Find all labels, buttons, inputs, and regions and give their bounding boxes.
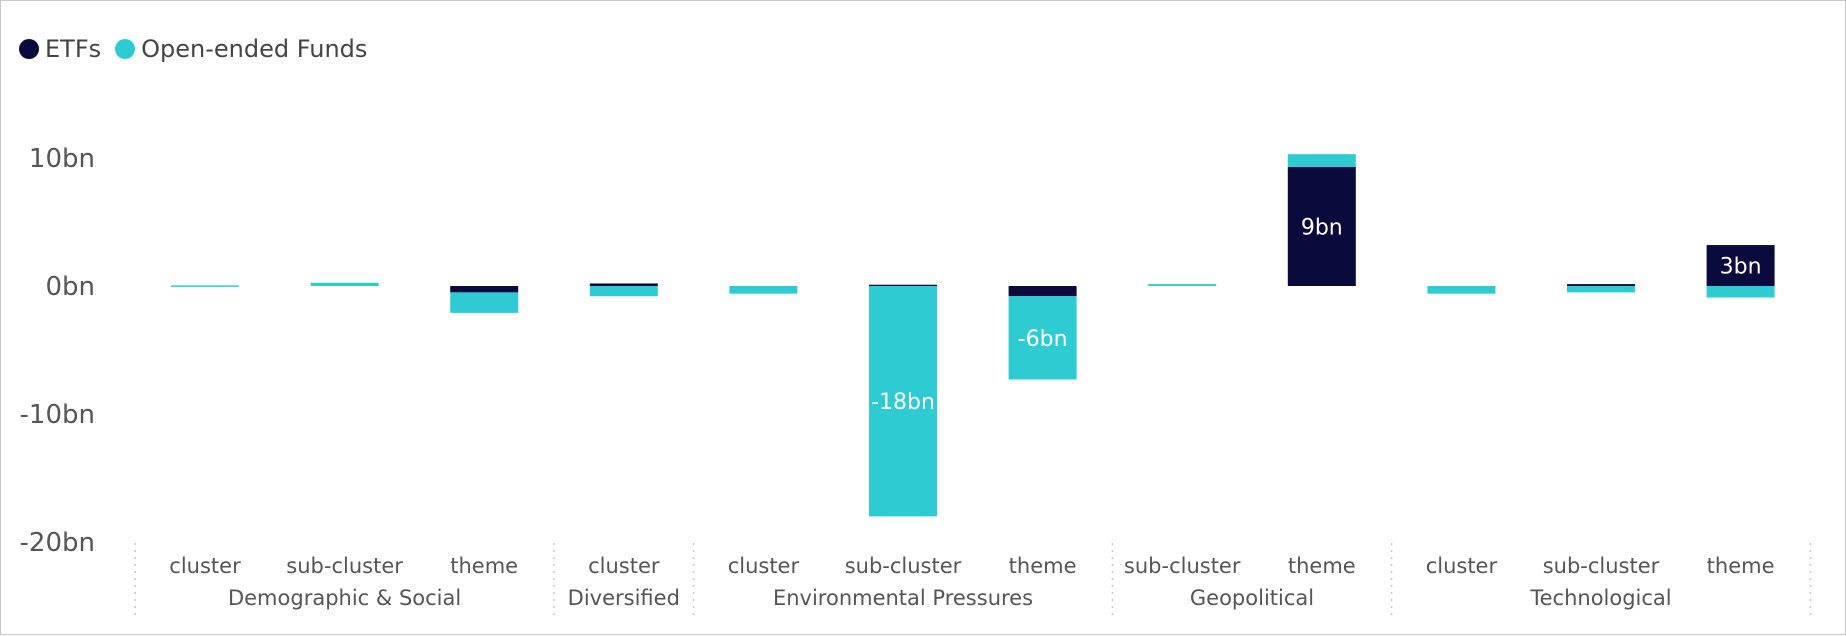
x-tick-label: theme	[1707, 554, 1775, 578]
y-tick-label: -10bn	[20, 400, 95, 430]
x-tick-label: sub-cluster	[845, 554, 962, 578]
legend: ETFs Open-ended Funds	[19, 35, 381, 63]
legend-dot-open-ended-funds	[115, 39, 136, 59]
data-label: 3bn	[1720, 255, 1762, 280]
legend-item-open-ended-funds[interactable]: Open-ended Funds	[115, 35, 367, 63]
bar-etfs	[450, 286, 519, 293]
legend-label-open-ended-funds: Open-ended Funds	[141, 35, 368, 63]
bar-open-ended-funds	[310, 282, 379, 286]
data-label: -18bn	[871, 390, 935, 415]
legend-item-etfs[interactable]: ETFs	[19, 35, 101, 63]
bar-etfs	[1567, 284, 1635, 286]
legend-label-etfs: ETFs	[45, 35, 102, 63]
bar-etfs	[1287, 166, 1356, 286]
bar-etfs	[869, 284, 937, 287]
x-tick-label: cluster	[169, 554, 241, 578]
bar-open-ended-funds	[1567, 286, 1635, 293]
x-group-label: Demographic & Social	[228, 586, 461, 610]
bar-open-ended-funds	[1148, 284, 1217, 286]
legend-dot-etfs	[19, 39, 39, 59]
x-tick-label: sub-cluster	[1543, 554, 1660, 578]
x-group-label: Environmental Pressures	[773, 586, 1033, 610]
bar-open-ended-funds	[1427, 286, 1496, 294]
bar-etfs	[1706, 245, 1775, 286]
bar-open-ended-funds	[589, 286, 658, 297]
x-tick-label: sub-cluster	[286, 554, 403, 578]
bar-open-ended-funds	[1008, 296, 1077, 380]
data-label: -6bn	[1018, 327, 1068, 352]
bar-open-ended-funds	[1287, 154, 1356, 167]
bar-open-ended-funds	[450, 292, 519, 313]
x-tick-label: theme	[450, 554, 518, 578]
bar-open-ended-funds	[869, 286, 937, 517]
x-tick-label: sub-cluster	[1124, 554, 1241, 578]
bar-open-ended-funds	[1706, 286, 1775, 298]
data-label: 9bn	[1301, 215, 1343, 240]
x-tick-label: cluster	[588, 554, 660, 578]
y-tick-label: 10bn	[29, 144, 95, 174]
bar-open-ended-funds	[729, 286, 798, 294]
x-group-label: Technological	[1529, 586, 1671, 610]
bar-etfs	[1008, 286, 1077, 297]
y-tick-label: 0bn	[45, 272, 95, 302]
bar-etfs	[589, 283, 658, 286]
x-group-label: Diversified	[568, 586, 680, 610]
x-tick-label: cluster	[1426, 554, 1498, 578]
x-tick-label: theme	[1288, 554, 1356, 578]
x-group-label: Geopolitical	[1190, 586, 1314, 610]
x-tick-label: theme	[1009, 554, 1077, 578]
y-tick-label: -20bn	[20, 528, 95, 558]
x-tick-label: cluster	[728, 554, 800, 578]
bar-open-ended-funds	[171, 285, 239, 287]
